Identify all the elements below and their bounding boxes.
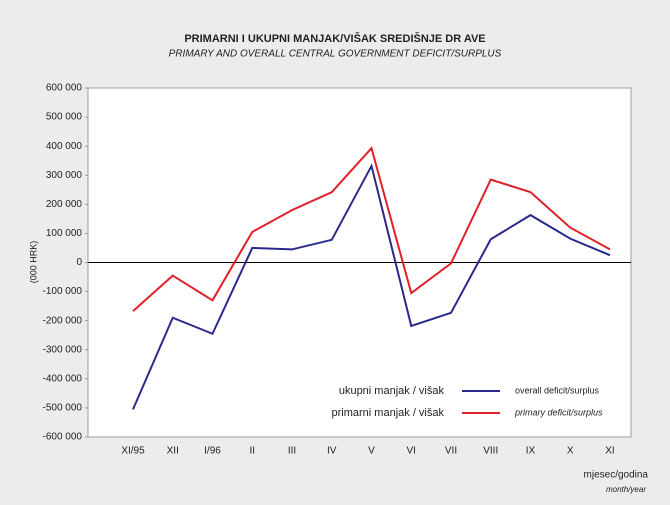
y-tick-label: 0 xyxy=(76,257,82,268)
x-tick-label: VI xyxy=(407,446,416,457)
y-axis-label: (000 HRK) xyxy=(28,241,38,284)
y-tick-label: 400 000 xyxy=(46,141,83,152)
y-tick-label: -100 000 xyxy=(43,286,83,297)
legend-label-en: overall deficit/surplus xyxy=(515,385,600,395)
series-line xyxy=(132,163,611,410)
x-tick-label: II xyxy=(249,446,255,457)
y-tick-label: -200 000 xyxy=(43,315,83,326)
y-tick-label: -300 000 xyxy=(43,344,83,355)
x-tick-label: I/96 xyxy=(204,446,221,457)
x-tick-label: III xyxy=(288,446,296,457)
y-tick-label: -500 000 xyxy=(43,403,83,414)
x-tick-label: IX xyxy=(526,446,536,457)
x-axis-label-en: month/year xyxy=(606,485,646,494)
x-tick-label: V xyxy=(368,446,375,457)
y-tick-label: 500 000 xyxy=(46,112,83,123)
x-tick-label: XII xyxy=(167,446,179,457)
x-tick-label: VIII xyxy=(483,446,498,457)
chart-subtitle: PRIMARY AND OVERALL CENTRAL GOVERNMENT D… xyxy=(169,49,502,60)
legend-label-en: primary deficit/surplus xyxy=(514,407,603,417)
y-tick-label: 600 000 xyxy=(46,83,83,94)
series-line xyxy=(132,146,611,312)
y-tick-label: 100 000 xyxy=(46,228,83,239)
x-axis-label: mjesec/godina xyxy=(584,470,649,481)
y-tick-label: -600 000 xyxy=(43,432,83,443)
y-tick-label: 200 000 xyxy=(46,199,83,210)
x-tick-label: XI xyxy=(605,446,614,457)
y-tick-label: 300 000 xyxy=(46,170,83,181)
chart-title: PRIMARNI I UKUPNI MANJAK/VIŠAK SREDIŠNJE… xyxy=(184,32,485,45)
x-tick-label: IV xyxy=(327,446,337,457)
y-tick-label: -400 000 xyxy=(43,373,83,384)
x-tick-label: X xyxy=(567,446,574,457)
x-tick-label: XI/95 xyxy=(121,446,145,457)
legend-label: primarni manjak / višak xyxy=(332,407,445,419)
x-tick-label: VII xyxy=(445,446,457,457)
legend-label: ukupni manjak / višak xyxy=(339,385,445,397)
